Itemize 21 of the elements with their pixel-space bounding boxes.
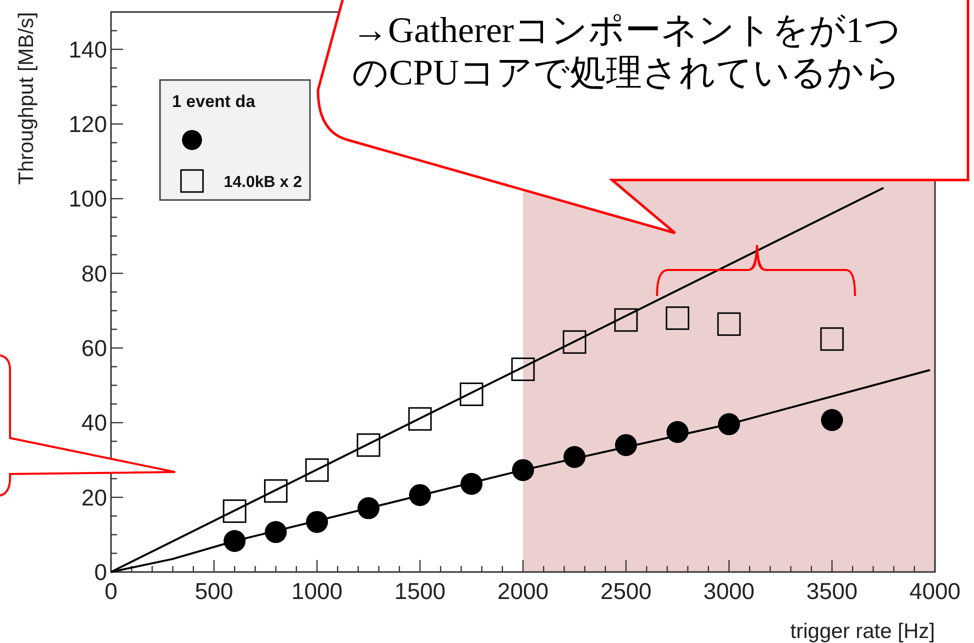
y-tick-label: 0: [94, 559, 107, 585]
legend-title: 1 event da: [172, 92, 256, 111]
x-tick-label: 1500: [394, 578, 446, 604]
y-axis-title: Throughput [MB/s]: [15, 12, 38, 185]
x-tick-label: 4000: [909, 578, 961, 604]
legend-label: 14.0kB x 2: [224, 174, 302, 191]
x-tick-label: 2500: [600, 578, 652, 604]
x-tick-label: 3000: [703, 578, 755, 604]
x-tick-label: 3500: [806, 578, 858, 604]
y-tick-label: 80: [81, 260, 107, 286]
y-tick-label: 140: [68, 36, 107, 62]
x-axis-title: trigger rate [Hz]: [790, 620, 935, 643]
y-tick-label: 120: [68, 111, 107, 137]
y-tick-label: 20: [81, 484, 107, 510]
y-tick-label: 100: [68, 186, 107, 212]
y-tick-label: 60: [81, 335, 107, 361]
x-tick-label: 2000: [497, 578, 549, 604]
x-tick-label: 1000: [291, 578, 343, 604]
y-tick-label: 40: [81, 410, 107, 436]
annotation: →Gathererコンポーネントをが1つのCPUコアで処理されているから: [352, 10, 902, 92]
x-tick-label: 500: [194, 578, 234, 604]
